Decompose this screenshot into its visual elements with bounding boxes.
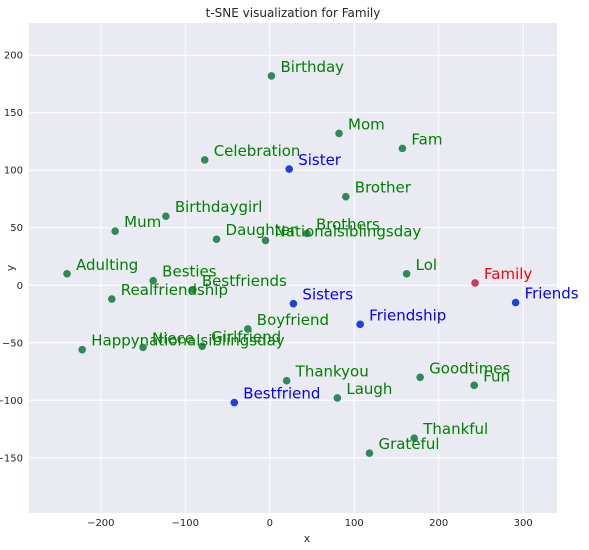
chart-title: t-SNE visualization for Family: [206, 6, 381, 20]
y-tick-label: −50: [2, 338, 23, 349]
data-point: [139, 343, 147, 352]
data-point-label: Bestfriend: [243, 385, 320, 403]
data-point: [111, 227, 119, 235]
data-point: [333, 394, 342, 402]
data-point: [189, 286, 197, 294]
data-point-label: Family: [484, 265, 532, 283]
data-point-label: Adulting: [76, 256, 138, 274]
y-axis-label: y: [4, 264, 17, 271]
y-tick-label: 0: [17, 281, 23, 292]
data-point-label: Realfriendship: [121, 281, 228, 299]
data-point-label: Bestfriends: [202, 272, 287, 290]
data-point-label: Mum: [124, 213, 161, 231]
data-point: [149, 276, 157, 285]
plot-area: [29, 23, 557, 513]
y-tick-label: −150: [0, 453, 23, 464]
data-point: [398, 144, 407, 153]
data-point: [198, 342, 206, 351]
data-point-label: Friendship: [369, 306, 446, 324]
data-point-label: Mom: [348, 115, 385, 133]
data-point: [162, 212, 170, 221]
data-point-label: Sisters: [302, 286, 353, 304]
y-tick-label: 50: [10, 223, 23, 234]
data-point-label: Fam: [411, 130, 442, 148]
data-point: [342, 192, 350, 201]
ticks: −200 −100 0 100 200 300 −150 −100 −50 0 50 100 150 20…: [0, 51, 533, 529]
data-point: [365, 449, 374, 457]
data-point: [267, 72, 276, 80]
data-point-label: Birthdaygirl: [175, 198, 263, 216]
data-point-label: Niece: [152, 329, 194, 347]
data-point-label: Celebration: [214, 142, 301, 160]
data-point: [200, 156, 209, 164]
x-tick-label: 100: [345, 518, 364, 529]
data-point: [107, 295, 116, 303]
data-point-label: Goodtimes: [429, 359, 510, 377]
data-point-label: Laugh: [346, 380, 392, 398]
data-point: [244, 325, 252, 333]
y-tick-label: 100: [4, 166, 23, 177]
data-point-label: Fun: [483, 367, 510, 385]
data-point-label: Brothers: [316, 215, 380, 233]
data-point: [303, 229, 311, 238]
x-tick-label: 300: [514, 518, 533, 529]
data-point-label: Besties: [162, 263, 217, 281]
data-point-label: Sister: [298, 151, 342, 169]
data-point: [261, 236, 270, 245]
data-point-label: Nationalsiblingsday: [275, 222, 422, 240]
data-point: [470, 381, 479, 390]
data-point-label: Friends: [525, 285, 579, 303]
data-point-label: Thankyou: [295, 363, 369, 381]
y-tick-label: 200: [4, 51, 23, 62]
data-point: [356, 320, 364, 329]
data-point-label: Thankful: [422, 420, 488, 438]
data-point-label: Grateful: [378, 435, 439, 453]
x-axis-label: x: [304, 532, 311, 545]
y-tick-label: 150: [4, 108, 23, 119]
x-tick-label: 0: [267, 518, 273, 529]
y-tick-label: −100: [0, 396, 23, 407]
data-point: [78, 345, 87, 354]
data-point: [285, 165, 293, 173]
data-point: [402, 269, 411, 278]
x-tick-label: 200: [429, 518, 448, 529]
data-point-label: Lol: [416, 256, 437, 274]
data-point: [282, 376, 291, 385]
data-point: [230, 398, 239, 407]
x-tick-label: −200: [87, 518, 114, 529]
data-point-label: Happynationalsiblingsday: [91, 332, 285, 350]
x-tick-label: −100: [172, 518, 199, 529]
data-point: [63, 269, 71, 278]
data-point: [212, 235, 221, 244]
data-point-label: Birthday: [280, 58, 344, 76]
data-point: [471, 279, 479, 287]
data-point: [511, 298, 520, 307]
data-point-label: Boyfriend: [257, 311, 329, 329]
data-point: [410, 434, 419, 443]
data-point-label: Brother: [355, 179, 412, 197]
data-point-label: Daughter: [226, 221, 297, 239]
grid: [29, 23, 557, 513]
data-point: [416, 373, 424, 382]
data-point-label: Girlfriend: [211, 328, 281, 346]
data-point: [335, 129, 343, 138]
data-point: [289, 299, 298, 308]
